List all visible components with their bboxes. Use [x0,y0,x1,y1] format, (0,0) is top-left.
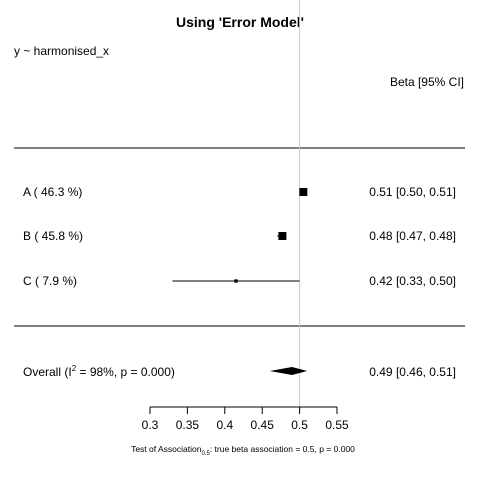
overall-label: Overall (I2 = 98%, p = 0.000) [23,364,175,379]
x-tick-label: 0.35 [176,418,200,432]
point-estimate [234,279,238,283]
column-header: Beta [95% CI] [390,75,464,89]
model-formula: y ~ harmonised_x [14,44,109,58]
row-ci-text: 0.51 [0.50, 0.51] [369,185,456,199]
overall-ci-text: 0.49 [0.46, 0.51] [369,365,456,379]
chart-title: Using 'Error Model' [176,14,304,30]
row-label: A ( 46.3 %) [23,185,82,199]
row-label: C ( 7.9 %) [23,274,77,288]
x-tick-label: 0.4 [216,418,233,432]
x-tick-label: 0.5 [291,418,308,432]
x-tick-label: 0.45 [251,418,275,432]
x-tick-label: 0.55 [325,418,349,432]
x-tick-label: 0.3 [142,418,159,432]
footnote: Test of Association0.5: true beta associ… [131,444,355,457]
overall-diamond [269,367,308,375]
point-estimate [299,188,308,196]
row-ci-text: 0.48 [0.47, 0.48] [369,229,456,243]
row-ci-text: 0.42 [0.33, 0.50] [369,274,456,288]
x-axis: 0.3 0.35 0.4 0.45 0.5 0.55 [142,406,349,432]
point-estimate [278,232,287,240]
row-label: B ( 45.8 %) [23,229,83,243]
